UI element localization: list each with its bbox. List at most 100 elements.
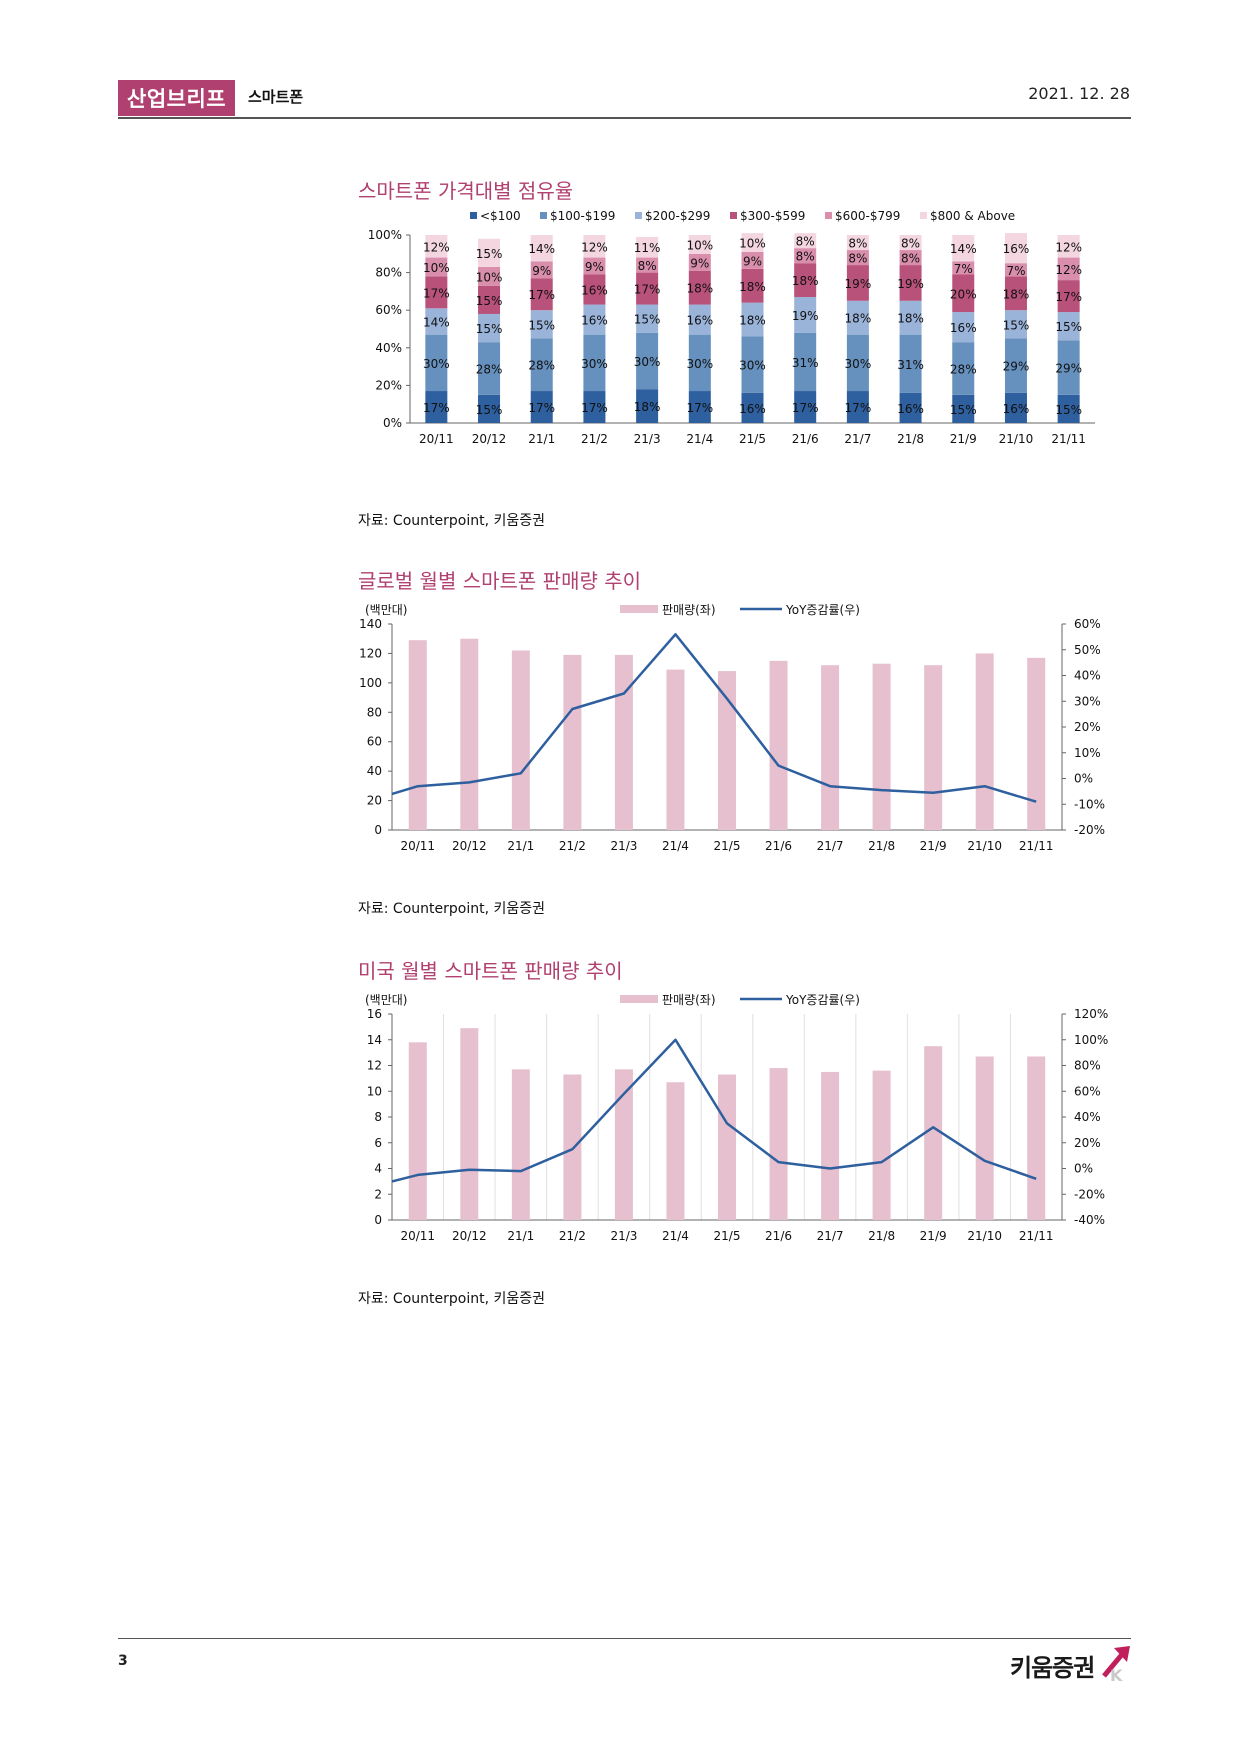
bar-segment — [688, 391, 711, 423]
bar-segment — [1057, 394, 1080, 423]
bar-segment — [583, 391, 606, 423]
bar-segment — [952, 394, 975, 423]
data-label: 16% — [1003, 242, 1030, 256]
data-label: 17% — [423, 401, 450, 415]
right-tick-label: 60% — [1074, 617, 1101, 631]
right-tick-label: 60% — [1074, 1084, 1101, 1098]
data-label: 30% — [686, 357, 713, 371]
bar-segment — [794, 263, 817, 298]
right-tick-label: -40% — [1074, 1213, 1105, 1227]
x-tick-label: 21/7 — [817, 839, 844, 853]
bar-segment — [1057, 257, 1080, 281]
right-tick-label: 20% — [1074, 1136, 1101, 1150]
x-tick-label: 21/11 — [1019, 1229, 1054, 1243]
sales-bar — [769, 1068, 788, 1220]
chart-3-title: 미국 월별 스마트폰 판매량 추이 — [358, 959, 623, 983]
sales-bar — [1027, 657, 1046, 830]
y-tick-label: 40% — [375, 341, 402, 355]
legend-swatch-0 — [470, 212, 477, 219]
x-tick-label: 21/10 — [999, 432, 1034, 446]
sales-bar — [821, 1071, 840, 1220]
data-label: 30% — [581, 357, 608, 371]
x-tick-label: 21/1 — [528, 432, 555, 446]
bar-segment — [1057, 280, 1080, 313]
right-tick-label: 0% — [1074, 1162, 1093, 1176]
sales-bar — [872, 1070, 891, 1220]
bar-segment — [1004, 338, 1027, 393]
bar-segment — [1057, 235, 1080, 258]
right-tick-label: -20% — [1074, 1187, 1105, 1201]
y-tick-label: 20% — [375, 378, 402, 392]
legend-label: $600-$799 — [835, 209, 900, 223]
left-tick-label: 8 — [374, 1110, 382, 1124]
data-label: 15% — [634, 313, 661, 327]
bar-segment — [530, 235, 553, 262]
bar-segment — [952, 274, 975, 313]
data-label: 15% — [476, 294, 503, 308]
bar-segment — [530, 310, 553, 339]
bar-segment — [952, 312, 975, 343]
data-label: 17% — [792, 401, 819, 415]
right-tick-label: 40% — [1074, 1110, 1101, 1124]
data-label: 15% — [476, 403, 503, 417]
legend-bar-swatch — [620, 995, 658, 1003]
x-tick-label: 21/3 — [610, 1229, 637, 1243]
data-label: 30% — [634, 355, 661, 369]
bar-segment — [846, 265, 869, 301]
bar-segment — [846, 235, 869, 251]
legend-label: $800 & Above — [930, 209, 1015, 223]
yoy-line — [391, 633, 1037, 803]
data-label: 19% — [792, 309, 819, 323]
bar-segment — [1004, 310, 1027, 339]
data-label: 17% — [1055, 290, 1082, 304]
data-label: 16% — [950, 321, 977, 335]
right-tick-label: 40% — [1074, 669, 1101, 683]
report-type-badge: 산업브리프 — [118, 80, 236, 116]
bar-segment — [425, 391, 448, 423]
bar-segment — [1004, 263, 1027, 277]
sales-bar — [924, 665, 943, 830]
sales-bar — [408, 640, 427, 830]
bar-segment — [530, 338, 553, 392]
data-label: 30% — [739, 359, 766, 373]
data-label: 28% — [528, 359, 555, 373]
data-label: 19% — [845, 277, 872, 291]
legend-swatch-4 — [825, 212, 832, 219]
data-label: 18% — [1003, 287, 1030, 301]
bar-segment — [478, 313, 501, 343]
bar-segment — [794, 332, 817, 392]
data-label: 31% — [792, 356, 819, 370]
right-tick-label: 20% — [1074, 720, 1101, 734]
bar-segment — [1057, 340, 1080, 395]
bar-segment — [846, 391, 869, 423]
data-label: 15% — [1003, 318, 1030, 332]
data-label: 19% — [897, 277, 924, 291]
sales-bar — [563, 654, 582, 830]
data-label: 11% — [634, 241, 661, 255]
bar-segment — [636, 257, 659, 273]
bar-segment — [794, 391, 817, 423]
right-tick-label: -20% — [1074, 823, 1105, 837]
bar-segment — [846, 300, 869, 335]
right-tick-label: 100% — [1074, 1033, 1108, 1047]
bar-segment — [1004, 276, 1027, 311]
bar-segment — [741, 302, 764, 337]
data-label: 12% — [1055, 263, 1082, 277]
bar-segment — [952, 261, 975, 275]
data-label: 16% — [581, 284, 608, 298]
y-tick-label: 80% — [375, 266, 402, 280]
x-tick-label: 21/8 — [868, 1229, 895, 1243]
left-tick-label: 20 — [367, 794, 382, 808]
x-tick-label: 21/3 — [634, 432, 661, 446]
bar-segment — [530, 261, 553, 279]
legend-bar-swatch — [620, 605, 658, 613]
x-tick-label: 21/6 — [765, 839, 792, 853]
bar-segment — [636, 272, 659, 305]
bar-segment — [846, 334, 869, 392]
bar-segment — [794, 248, 817, 264]
x-tick-label: 21/6 — [765, 1229, 792, 1243]
sales-bar — [821, 665, 840, 830]
data-label: 8% — [848, 252, 867, 266]
data-label: 17% — [528, 288, 555, 302]
bar-segment — [530, 278, 553, 311]
